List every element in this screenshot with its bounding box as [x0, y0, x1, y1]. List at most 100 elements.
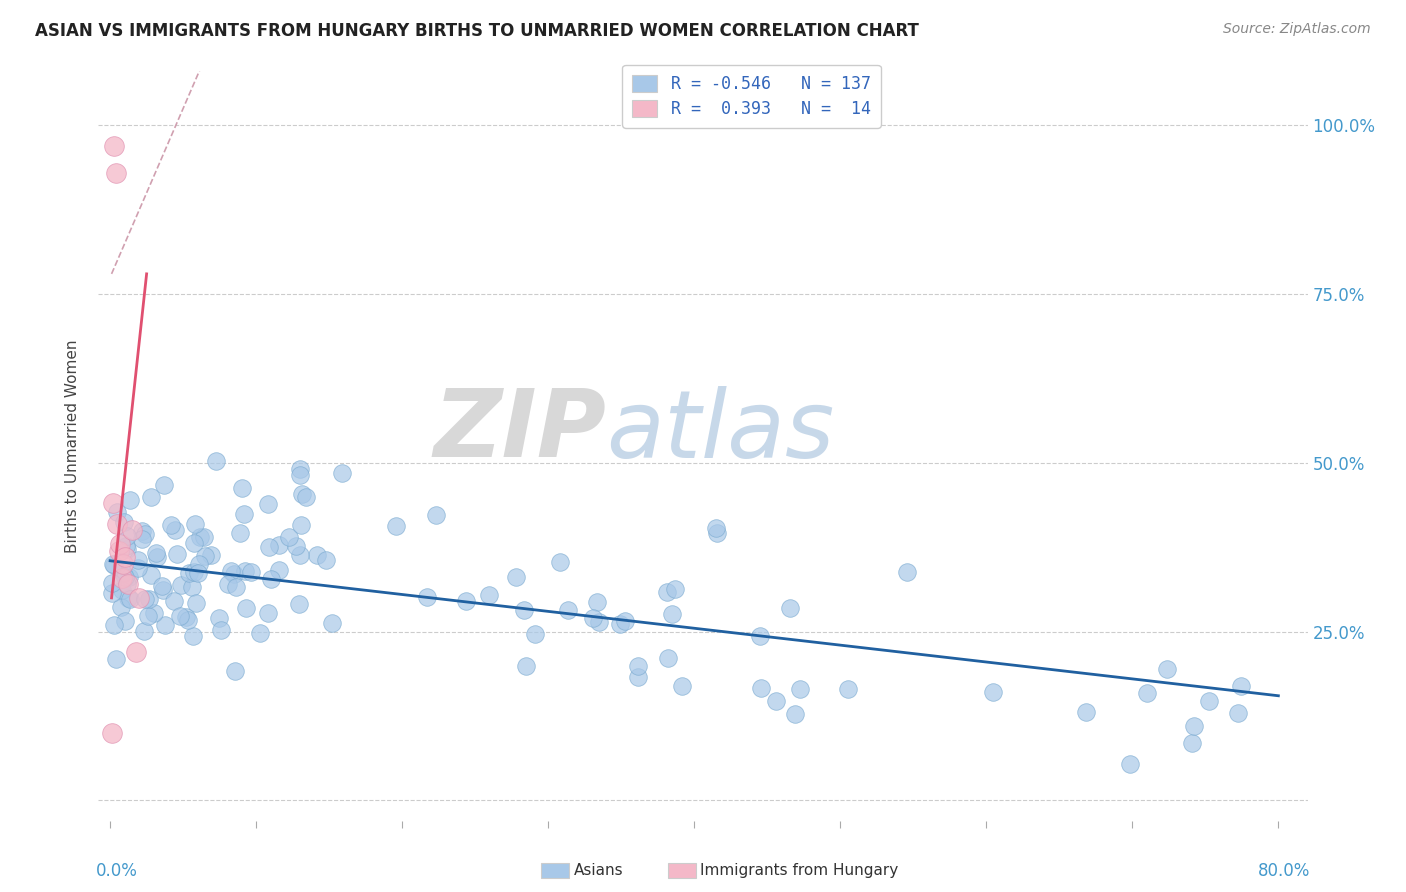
Point: [136, 608, 159, 623]
Point: [232, 507, 254, 521]
Point: [111, 571, 134, 585]
Point: [454, 594, 477, 608]
Point: [180, 580, 202, 594]
Point: [260, 572, 283, 586]
Point: [789, 681, 811, 696]
Point: [706, 525, 728, 540]
Point: [749, 629, 772, 643]
Point: [103, 617, 125, 632]
Point: [288, 549, 311, 563]
Y-axis label: Births to Unmarried Women: Births to Unmarried Women: [65, 339, 80, 553]
Point: [290, 518, 312, 533]
Point: [112, 557, 135, 571]
Point: [515, 659, 537, 673]
Point: [118, 492, 141, 507]
Point: [187, 557, 209, 571]
Point: [112, 566, 135, 581]
Point: [118, 592, 141, 607]
Text: Source: ZipAtlas.com: Source: ZipAtlas.com: [1223, 22, 1371, 37]
Point: [177, 566, 200, 581]
Point: [174, 610, 197, 624]
Point: [125, 645, 148, 659]
Point: [224, 566, 246, 581]
Point: [131, 524, 153, 538]
Point: [1181, 736, 1204, 750]
Point: [219, 564, 242, 578]
Point: [1198, 694, 1220, 708]
Point: [229, 525, 252, 540]
Point: [152, 583, 174, 598]
Point: [127, 560, 149, 574]
Point: [290, 462, 312, 476]
Point: [321, 616, 343, 631]
Point: [146, 550, 169, 565]
Point: [224, 664, 246, 678]
Point: [1230, 679, 1253, 693]
Point: [139, 490, 162, 504]
Point: [127, 552, 149, 566]
Point: [107, 516, 129, 531]
Point: [115, 541, 138, 556]
Point: [512, 603, 534, 617]
Point: [256, 496, 278, 510]
Point: [779, 600, 801, 615]
Point: [134, 527, 156, 541]
Point: [115, 577, 138, 591]
Text: 0.0%: 0.0%: [96, 862, 138, 880]
Text: Asians: Asians: [574, 863, 623, 878]
Point: [657, 651, 679, 665]
Point: [100, 726, 122, 740]
Point: [896, 566, 918, 580]
Point: [163, 593, 186, 607]
Point: [153, 478, 176, 492]
Point: [100, 585, 122, 599]
Point: [609, 617, 631, 632]
Text: 80.0%: 80.0%: [1257, 862, 1310, 880]
Point: [550, 555, 572, 569]
Point: [332, 466, 354, 480]
Point: [523, 627, 546, 641]
Text: ZIP: ZIP: [433, 385, 606, 477]
Point: [103, 558, 125, 572]
Point: [117, 577, 139, 591]
Point: [112, 515, 135, 529]
Point: [765, 694, 787, 708]
Point: [1156, 662, 1178, 676]
Point: [117, 528, 139, 542]
Point: [235, 564, 257, 578]
Point: [103, 138, 125, 153]
Point: [981, 684, 1004, 698]
Point: [108, 543, 131, 558]
Point: [267, 538, 290, 552]
Point: [169, 608, 191, 623]
Point: [184, 596, 207, 610]
Point: [132, 624, 155, 639]
Text: Immigrants from Hungary: Immigrants from Hungary: [700, 863, 898, 878]
Point: [257, 607, 280, 621]
Point: [188, 530, 211, 544]
Point: [235, 601, 257, 615]
Point: [187, 566, 209, 580]
Point: [257, 540, 280, 554]
Point: [783, 706, 806, 721]
Point: [231, 481, 253, 495]
Point: [478, 588, 501, 602]
Point: [139, 567, 162, 582]
Point: [100, 576, 122, 591]
Point: [194, 549, 217, 563]
Point: [101, 558, 124, 572]
Point: [170, 578, 193, 592]
Point: [416, 591, 439, 605]
Point: [385, 519, 408, 533]
Point: [104, 166, 127, 180]
Point: [657, 584, 679, 599]
Point: [269, 563, 291, 577]
Point: [110, 599, 132, 614]
Point: [1136, 686, 1159, 700]
Point: [581, 611, 603, 625]
Point: [200, 548, 222, 562]
Point: [661, 607, 683, 622]
Point: [585, 594, 607, 608]
Point: [209, 624, 232, 638]
Text: atlas: atlas: [606, 385, 835, 476]
